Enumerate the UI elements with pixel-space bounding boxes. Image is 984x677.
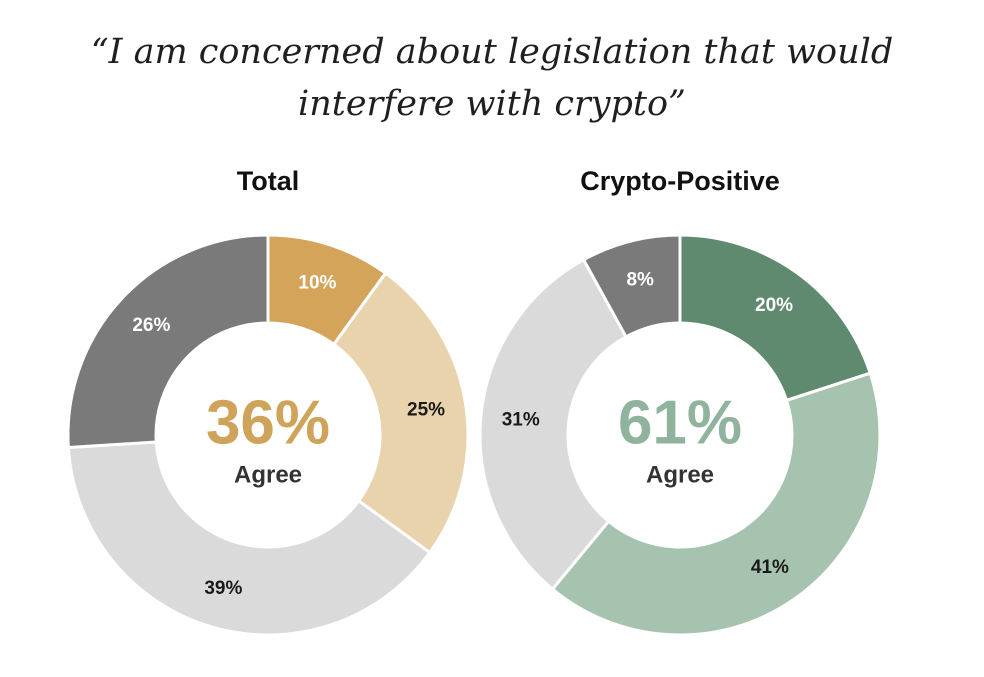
headline-line-1: “I am concerned about legislation that w…	[90, 32, 894, 72]
slice-label-0-2: 39%	[204, 578, 242, 599]
chart-title-total: Total	[236, 166, 300, 196]
slice-label-0-3: 26%	[132, 315, 170, 336]
slice-label-1-0: 20%	[755, 295, 793, 316]
center-caption-1: Agree	[646, 462, 714, 489]
center-caption-0: Agree	[234, 462, 302, 489]
slice-label-1-2: 31%	[502, 409, 540, 430]
chart-title-crypto-positive: Crypto-Positive	[580, 166, 780, 196]
slice-0-1	[331, 271, 470, 555]
headline: “I am concerned about legislation that w…	[0, 26, 984, 130]
slice-label-0-1: 25%	[407, 399, 445, 420]
slice-0-3	[66, 233, 270, 450]
center-value-1: 61%	[618, 389, 742, 458]
slice-label-1-3: 8%	[626, 270, 654, 291]
headline-line-2: interfere with crypto”	[298, 84, 686, 124]
center-value-0: 36%	[206, 389, 330, 458]
donut-chart-crypto-positive: 20% 41% 31% 8% 61% Agree	[478, 233, 882, 637]
slice-1-1	[550, 371, 882, 637]
slice-1-2	[478, 257, 629, 592]
slice-0-2	[66, 440, 432, 637]
slice-label-0-0: 10%	[298, 272, 336, 293]
slice-1-3	[581, 233, 682, 339]
slice-label-1-1: 41%	[751, 557, 789, 578]
slice-1-0	[678, 233, 873, 403]
donut-chart-total: 10% 25% 39% 26% 36% Agree	[66, 233, 470, 637]
